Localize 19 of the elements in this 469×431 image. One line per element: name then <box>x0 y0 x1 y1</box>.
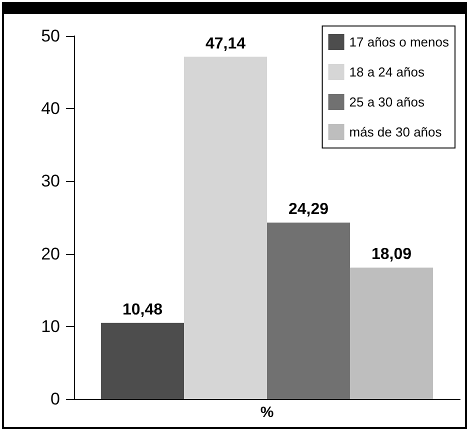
legend-label: más de 30 años <box>349 124 442 140</box>
legend-label: 17 años o menos <box>349 34 450 50</box>
y-tick-label: 30 <box>41 172 60 191</box>
x-tick-label: % <box>260 404 274 421</box>
data-label: 18,09 <box>371 246 412 264</box>
y-tick-label: 10 <box>41 316 60 336</box>
bar <box>101 322 184 399</box>
y-tick-label: 40 <box>41 99 60 118</box>
data-label: 10,48 <box>122 301 163 318</box>
data-label: 24,29 <box>288 201 329 218</box>
legend-label: 18 a 24 años <box>349 64 425 80</box>
bar <box>350 268 433 399</box>
bar <box>184 56 267 399</box>
y-tick-label: 20 <box>41 244 60 264</box>
y-tick-label: 50 <box>41 26 60 46</box>
bar <box>267 222 350 399</box>
legend-label: 25 a 30 años <box>349 94 425 110</box>
data-label: 47,14 <box>205 35 246 52</box>
y-tick-label: 0 <box>50 390 60 408</box>
